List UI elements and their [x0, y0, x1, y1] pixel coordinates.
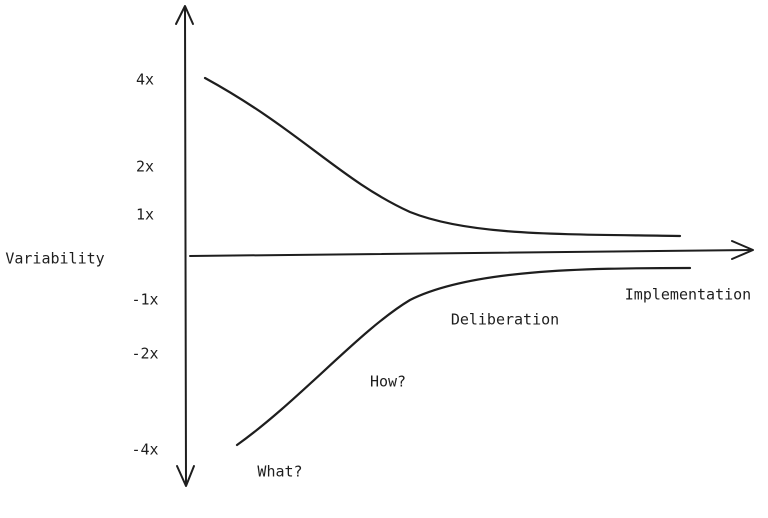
y-axis-arrow-bottom: [176, 465, 195, 487]
y-tick-label: -4x: [131, 441, 158, 459]
x-axis-arrow: [731, 240, 754, 260]
upper-curve: [203, 76, 682, 238]
y-tick-label: -2x: [131, 345, 158, 363]
lower-curve: [235, 266, 692, 447]
y-axis-label: Variability: [5, 250, 104, 268]
phase-label: Implementation: [625, 286, 751, 304]
x-axis: [189, 249, 753, 257]
y-axis: [184, 7, 187, 486]
y-tick-label: -1x: [131, 291, 158, 309]
y-tick-label: 4x: [136, 71, 154, 89]
phase-label: What?: [257, 463, 302, 481]
y-tick-label: 2x: [136, 158, 154, 176]
phase-label: How?: [370, 373, 406, 391]
y-tick-label: 1x: [136, 206, 154, 224]
y-axis-arrow-top: [175, 5, 194, 25]
phase-label: Deliberation: [451, 311, 559, 329]
